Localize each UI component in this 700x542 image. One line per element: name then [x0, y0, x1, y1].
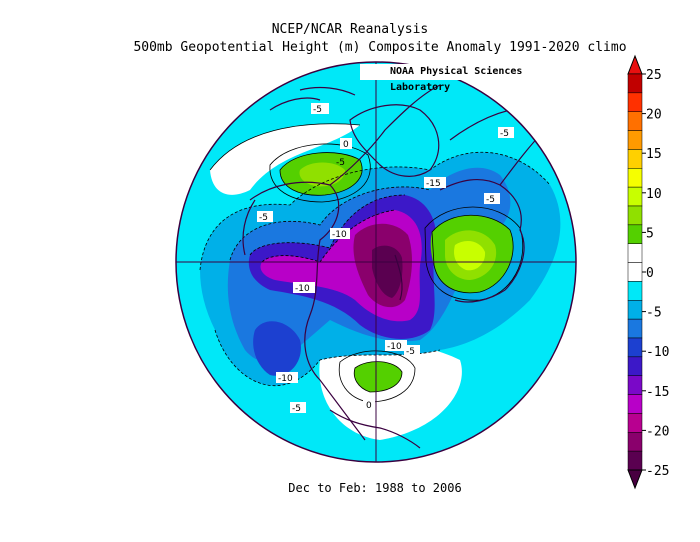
colorbar-segment: [627, 432, 643, 452]
contour-label: -15: [426, 179, 441, 189]
colorbar-label: -25: [646, 464, 669, 479]
map-border: [175, 61, 577, 463]
contour-label: -5: [406, 347, 415, 357]
contour-label: 0: [366, 401, 372, 411]
contour-label: -10: [387, 342, 402, 352]
colorbar-segment: [627, 111, 643, 131]
colorbar-label: 10: [646, 187, 662, 202]
colorbar-label: 5: [646, 226, 654, 241]
anomaly-zero-region: [319, 343, 462, 440]
contour-label: -5: [313, 105, 322, 115]
contour-label: 0: [343, 140, 349, 150]
colorbar-segment: [627, 318, 643, 339]
anomaly-positive-south: [354, 361, 402, 392]
colorbar-label: -15: [646, 385, 669, 400]
contour-label: -10: [332, 230, 347, 240]
colorbar-segment: [627, 281, 643, 301]
colorbar-label: -5: [646, 306, 662, 321]
contour-label: -5: [500, 129, 509, 139]
colorbar-bottom-arrow: [627, 469, 643, 490]
colorbar-label: 15: [646, 147, 662, 162]
anomaly-zero-region: [210, 123, 360, 195]
colorbar-segment: [627, 450, 643, 471]
colorbar-label: 20: [646, 108, 662, 123]
contour-label: -10: [295, 284, 310, 294]
graticule: [176, 62, 576, 462]
colorbar-segment: [627, 262, 643, 282]
anomaly-band-minus10: [253, 321, 301, 376]
colorbar-label: -10: [646, 345, 669, 360]
contour-label: -5: [259, 213, 268, 223]
colorbar-segment: [627, 356, 643, 376]
colorbar-segment: [627, 375, 643, 395]
colorbar-segment: [627, 413, 643, 433]
colorbar-label: 0: [646, 266, 654, 281]
colorbar-label: 25: [646, 68, 662, 83]
colorbar-segment: [627, 130, 643, 150]
contour-label: -5: [486, 195, 495, 205]
colorbar: 25 20 15 10 5 0 -5 -10 -15 -20 -25: [627, 54, 669, 490]
contour-label: -5: [336, 158, 345, 168]
colorbar-segment: [627, 224, 643, 244]
colorbar-segment: [627, 205, 643, 226]
colorbar-segment: [627, 168, 643, 188]
anomaly-positive-pacific: [299, 162, 345, 187]
colorbar-label: -20: [646, 424, 669, 439]
colorbar-segment: [627, 149, 643, 169]
colorbar-segment: [627, 73, 643, 94]
chart-subtitle: 500mb Geopotential Height (m) Composite …: [133, 40, 627, 55]
colorbar-segment: [627, 337, 643, 358]
colorbar-segment: [627, 186, 643, 207]
anomaly-positive-europe: [454, 240, 486, 271]
date-range-label: Dec to Feb: 1988 to 2006: [288, 481, 462, 495]
chart-title: NCEP/NCAR Reanalysis: [271, 22, 429, 37]
colorbar-top-arrow: [627, 54, 643, 75]
contour-label: -10: [278, 374, 293, 384]
colorbar-segment: [627, 394, 643, 414]
contour-labels: -5 0 -5 -15 -5 -5 -10 -10 -10 -5 -10 -5 …: [257, 103, 514, 414]
credit-label: NOAA Physical Sciences Laboratory: [360, 64, 582, 93]
colorbar-segment: [627, 243, 643, 263]
contour-lines: [199, 123, 551, 403]
coastlines: [242, 84, 556, 449]
contour-label: -5: [292, 404, 301, 414]
colorbar-segment: [627, 300, 643, 320]
anomaly-band-minus30: [372, 245, 403, 298]
colorbar-segment: [627, 92, 643, 112]
